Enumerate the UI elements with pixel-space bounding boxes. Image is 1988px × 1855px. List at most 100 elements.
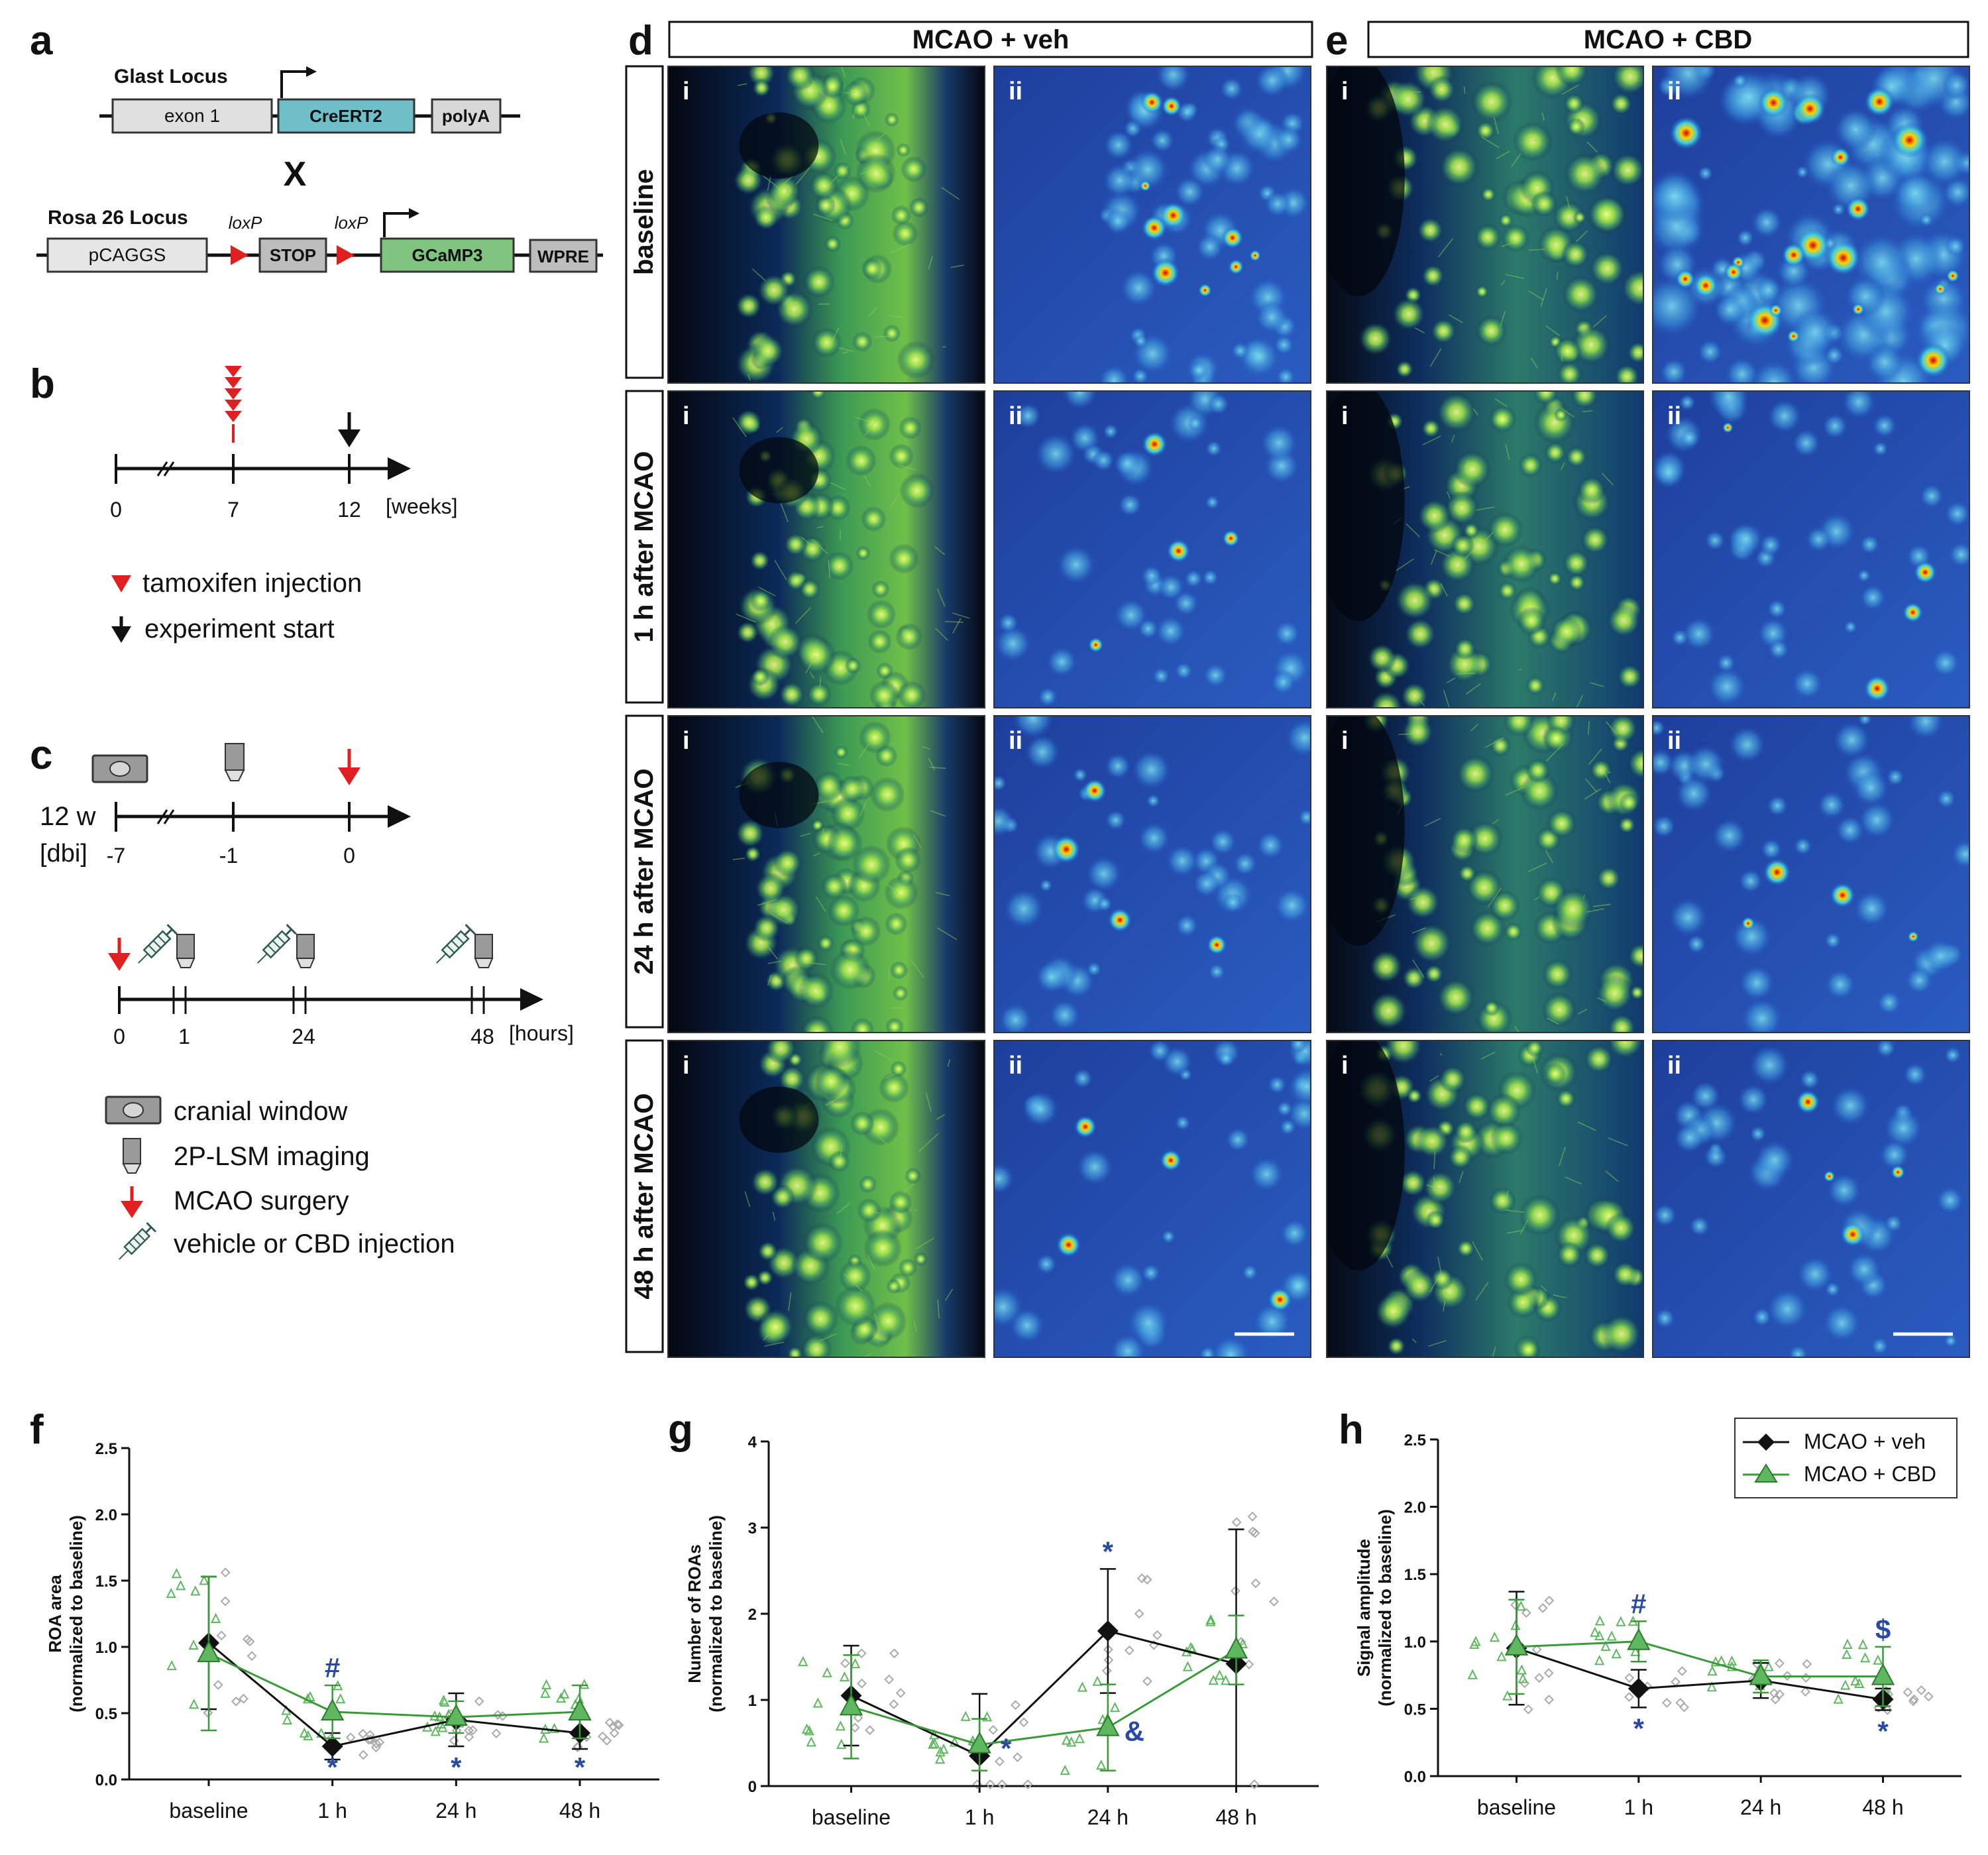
creert2-label: CreERT2 — [309, 106, 382, 126]
astrocyte-process — [774, 560, 787, 581]
subpanel-label: i — [683, 727, 690, 755]
image-tile: i — [667, 1040, 985, 1358]
astrocyte-cell — [1611, 66, 1643, 95]
subpanel-label: i — [683, 78, 690, 105]
astrocyte-process — [774, 616, 779, 634]
astrocyte-cell — [1425, 104, 1465, 144]
activity-region — [1903, 1062, 1928, 1087]
legend-experiment-label: experiment start — [144, 614, 335, 644]
astrocyte-process — [795, 607, 811, 624]
astrocyte-cell — [856, 152, 897, 194]
imaging-session-icon-tip — [296, 958, 315, 968]
panel-d: d MCAO + veh — [628, 18, 1313, 64]
astrocyte-cell — [1436, 978, 1476, 1017]
astrocyte-process — [1547, 1017, 1559, 1025]
activity-region — [1879, 1139, 1910, 1170]
astrocyte-cell — [1584, 1044, 1614, 1074]
individual-point-veh — [1543, 1668, 1554, 1678]
astrocyte-process — [1587, 720, 1590, 735]
astrocyte-process — [922, 746, 931, 750]
astrocyte-process — [1544, 1299, 1555, 1310]
activity-region — [1853, 890, 1890, 927]
activity-region — [1936, 789, 1956, 809]
astrocyte-process — [767, 974, 772, 986]
image-tile: i — [1326, 390, 1644, 708]
activity-region — [1288, 1040, 1308, 1053]
hotspot — [1915, 343, 1952, 378]
image-frame — [1326, 390, 1644, 708]
individual-point-cbd — [1205, 1616, 1216, 1626]
legend-syringe-graduation — [133, 1237, 141, 1246]
activity-region — [1274, 620, 1300, 647]
image-frame — [667, 390, 985, 708]
individual-point-cbd — [335, 1693, 346, 1704]
hotspot — [1056, 1232, 1081, 1258]
astrocyte-cell — [1498, 213, 1514, 228]
astrocyte-cell — [897, 341, 936, 379]
activity-region — [1857, 569, 1871, 583]
astrocyte-process — [936, 891, 950, 897]
panel-letter-c: c — [30, 732, 52, 778]
individual-point-cbd — [1611, 1648, 1622, 1659]
activity-region — [1754, 276, 1783, 304]
activity-region — [1738, 869, 1763, 893]
astrocyte-process — [757, 899, 777, 906]
imaging-session-icon — [296, 934, 315, 959]
hotspot — [1851, 303, 1865, 316]
x-tick-label: 48 h — [1862, 1795, 1903, 1819]
astrocyte-cell — [1562, 549, 1590, 577]
astrocyte-process — [751, 268, 766, 282]
activity-region — [1698, 166, 1714, 182]
astrocyte-process — [840, 139, 846, 155]
activity-region — [1942, 70, 1969, 101]
panel-b: b 0 7 12 [weeks] tamoxifen injection exp… — [30, 361, 457, 644]
legend-mcao-arrowhead — [121, 1201, 143, 1218]
hotspot — [1074, 1115, 1097, 1139]
astrocyte-cell — [1596, 866, 1622, 891]
hotspot — [1139, 180, 1151, 192]
astrocyte-cell — [885, 112, 899, 127]
hotspot — [1082, 778, 1107, 803]
tamoxifen-marker — [225, 388, 242, 400]
astrocyte-cell — [1543, 726, 1569, 752]
dark-vessel — [739, 112, 819, 179]
imaging-session-icon — [474, 934, 493, 959]
astrocyte-cell — [757, 1308, 795, 1346]
astrocyte-cell — [1488, 1187, 1516, 1215]
activity-region — [1931, 648, 1960, 677]
individual-point-veh — [371, 1738, 382, 1749]
astrocyte-cell — [1571, 391, 1599, 410]
significance-marker: * — [1633, 1713, 1645, 1744]
astrocyte-cell — [1489, 1121, 1523, 1155]
astrocyte-process — [800, 832, 811, 837]
mcao-arrowhead-hours — [108, 953, 131, 971]
chart-h: 0.0 0.5 1.0 1.5 2.0 2.5 Signal amplitude(norma… — [1354, 1432, 1961, 1819]
activity-region — [1661, 66, 1716, 101]
astrocyte-process — [1480, 1051, 1496, 1060]
astrocyte-process — [1592, 315, 1607, 328]
activity-region — [1131, 750, 1172, 790]
astrocyte-cell — [1547, 571, 1563, 587]
individual-point-veh — [464, 1732, 474, 1742]
individual-point-cbd — [835, 1720, 846, 1731]
activity-region — [1110, 1262, 1146, 1298]
individual-point-veh — [1134, 1608, 1144, 1619]
activity-region — [1686, 934, 1706, 954]
astrocyte-process — [898, 465, 917, 471]
individual-point-veh — [1244, 1659, 1254, 1669]
hotspot — [1675, 269, 1696, 289]
subpanel-label: ii — [1667, 402, 1681, 430]
astrocyte-process — [886, 883, 899, 895]
astrocyte-process — [1411, 927, 1426, 934]
astrocyte-cell — [1392, 297, 1426, 331]
activity-region — [1098, 365, 1130, 383]
astrocyte-process — [1501, 242, 1514, 247]
activity-region — [1844, 275, 1887, 317]
imaging-icon-tip — [224, 769, 245, 781]
astrocyte-cell — [871, 580, 890, 598]
panel-letter-a: a — [30, 18, 53, 64]
x-tick-label: 1 h — [317, 1799, 347, 1823]
activity-region — [1674, 1122, 1705, 1154]
astrocyte-process — [810, 78, 824, 94]
astrocyte-cell — [828, 1151, 850, 1172]
